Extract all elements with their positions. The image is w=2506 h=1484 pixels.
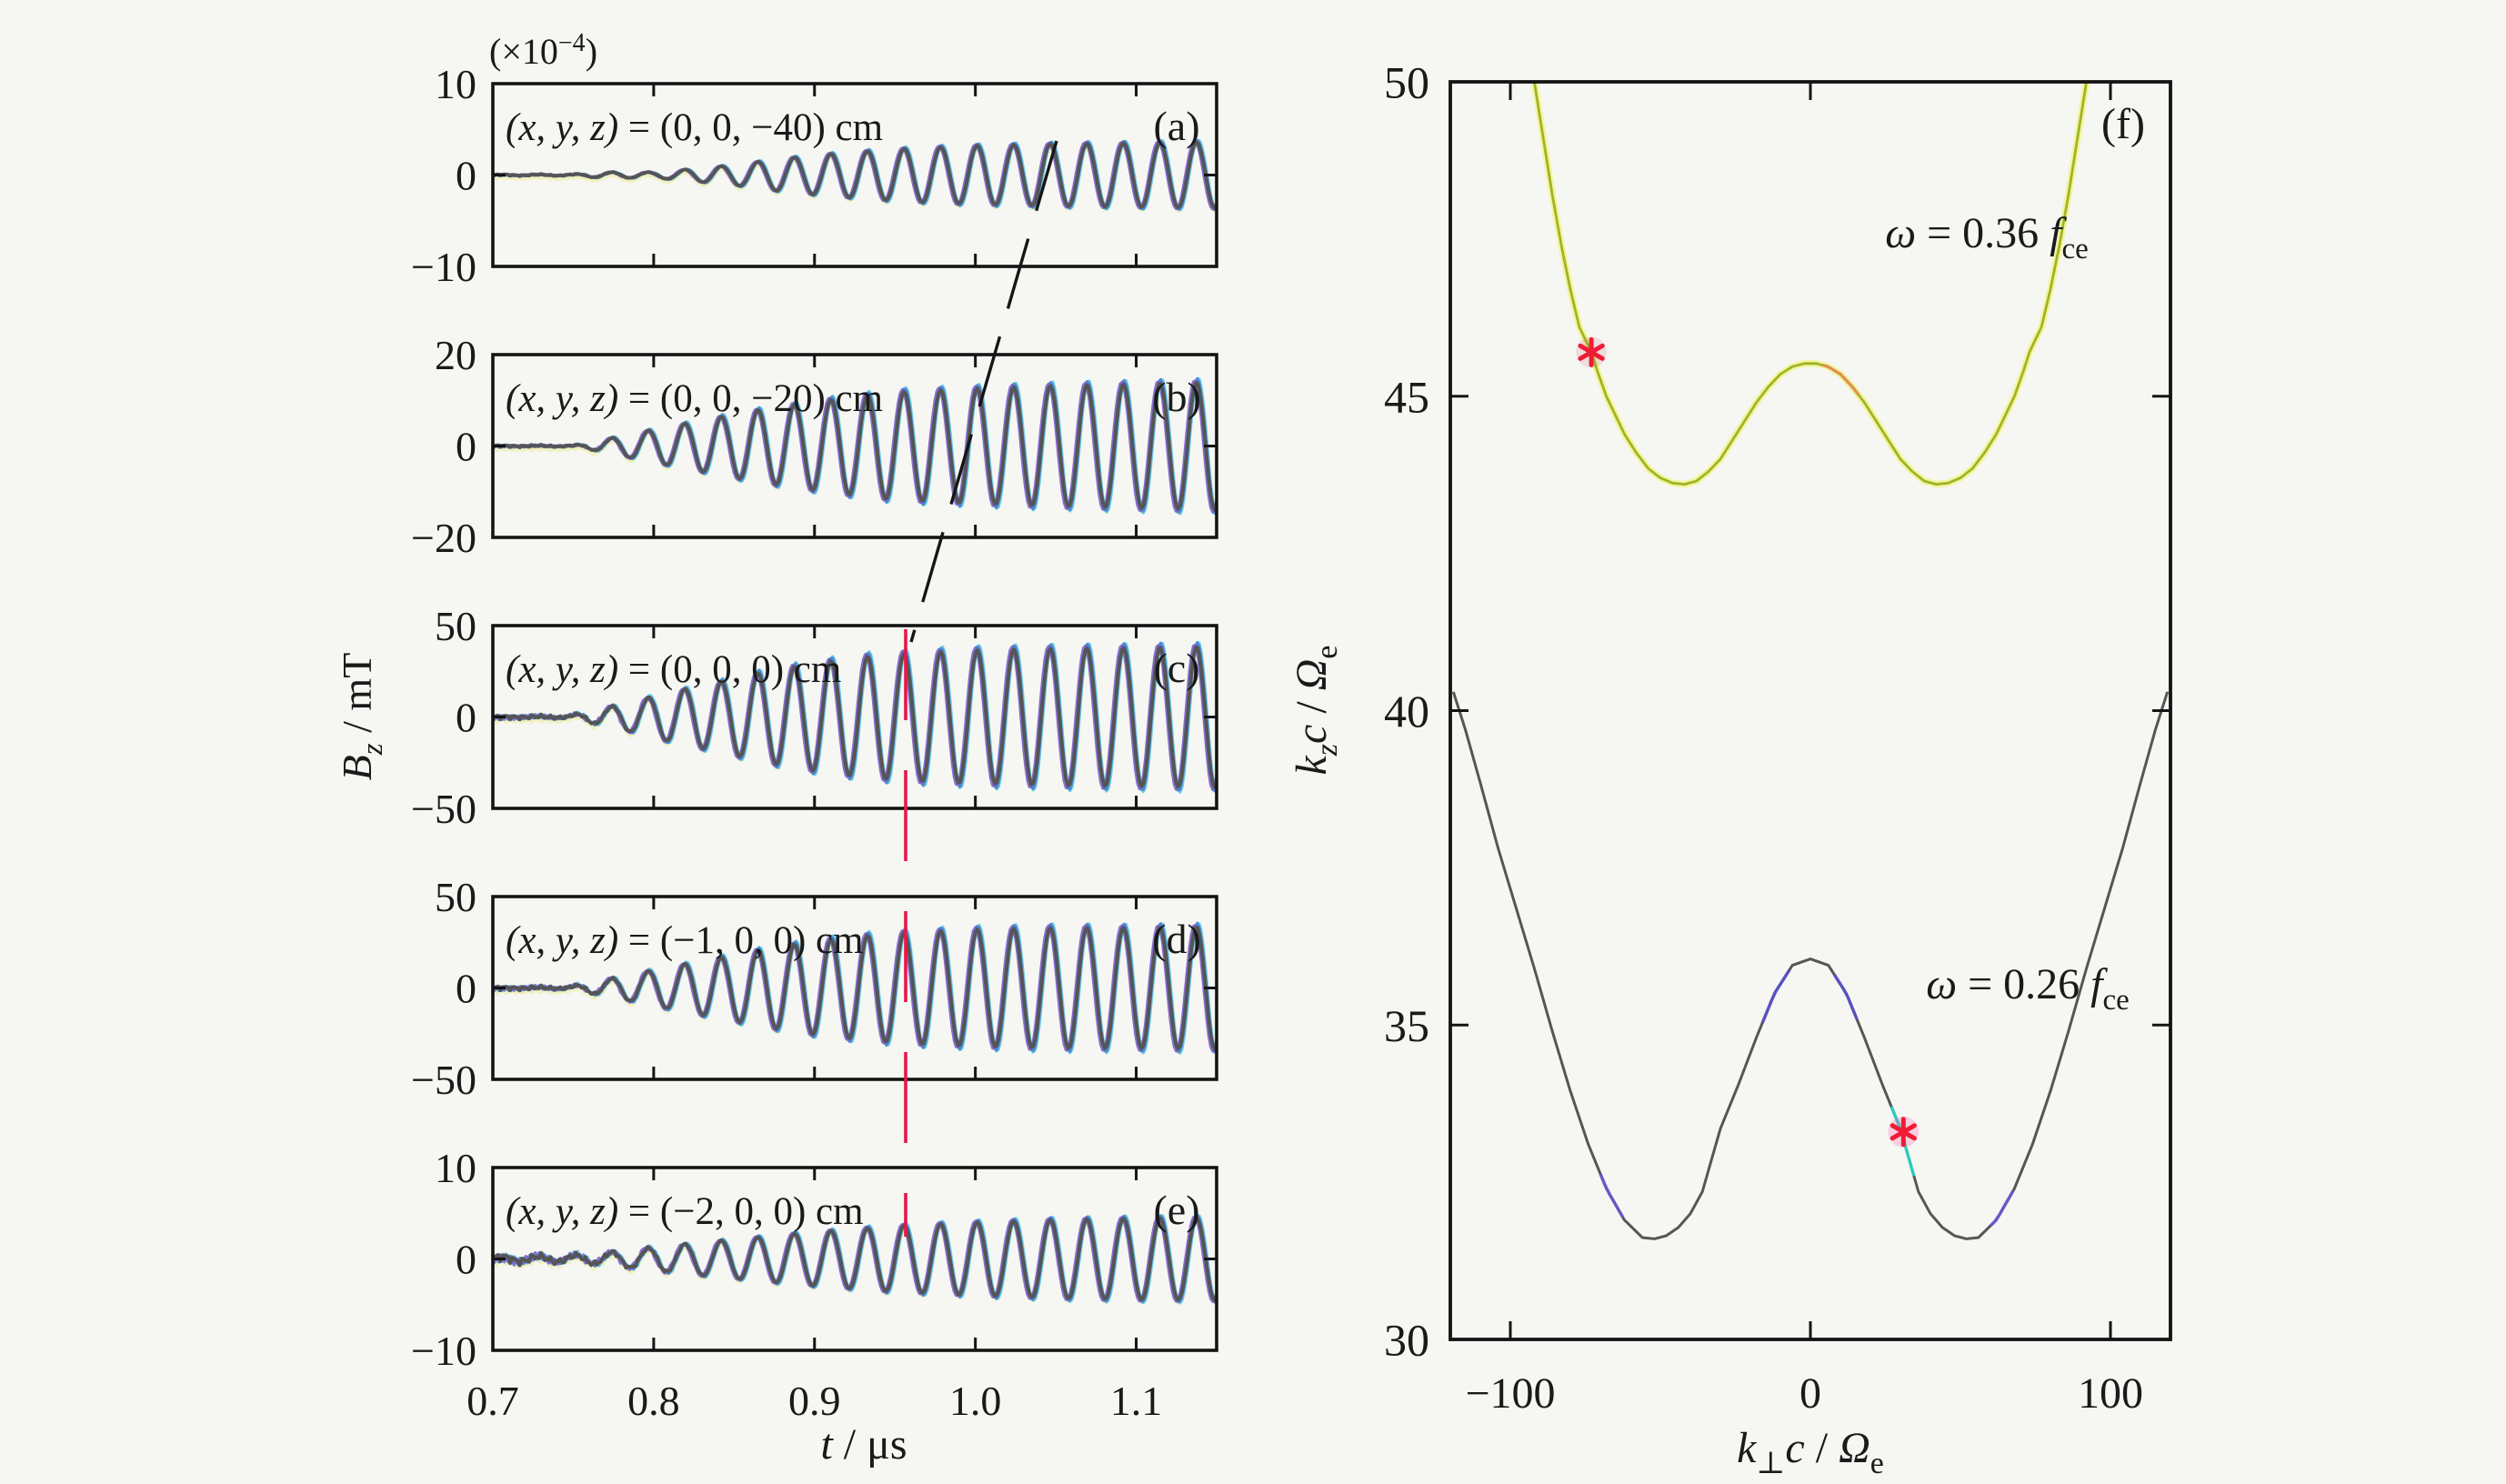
- curve-accent: [1599, 1173, 1625, 1218]
- panel-c-label: (c): [1153, 645, 1199, 691]
- scale-note: (×10−4): [489, 29, 597, 72]
- x-tick-label: 1.0: [949, 1378, 1002, 1424]
- panel-f-frame: [1448, 80, 2172, 1341]
- black-dashed-guide: [909, 140, 1058, 643]
- y-tick-label: 45: [1384, 371, 1429, 422]
- y-tick-label: 0: [456, 966, 476, 1012]
- y-tick-label: 0: [456, 424, 476, 470]
- y-tick-label: 30: [1384, 1315, 1429, 1366]
- y-tick-label: 50: [435, 874, 476, 920]
- waveform-e-trace: [493, 1216, 1217, 1302]
- omega-upper-annotation: ω = 0.36 fce: [1885, 209, 2089, 266]
- x-tick-label: 100: [2078, 1369, 2143, 1418]
- f-y-axis-label: kzc / Ωe: [1288, 645, 1344, 775]
- y-tick-label: 0: [456, 153, 476, 199]
- f-x-axis-label: k⊥c / Ωe: [1737, 1424, 1884, 1481]
- panel-a-annotation: (x, y, z) = (0, 0, −40) cm: [506, 106, 883, 149]
- y-tick-label: 0: [456, 695, 476, 741]
- asterisk-marker: [1578, 343, 1605, 361]
- asterisk-marker: [1890, 1123, 1917, 1141]
- y-tick-label: −20: [411, 515, 476, 561]
- waveform-a-trace: [493, 140, 1217, 210]
- curve-accent: [1989, 1190, 2015, 1228]
- x-tick-label: 0: [1799, 1369, 1821, 1418]
- x-tick-label: 0.9: [788, 1378, 841, 1424]
- dispersion-curve-1: [1451, 691, 2170, 1240]
- waveform-d-trace: [493, 926, 1217, 1051]
- panel-b-label: (b): [1152, 374, 1201, 420]
- panel-c-annotation: (x, y, z) = (0, 0, 0) cm: [506, 648, 841, 691]
- y-tick-label: −10: [411, 1328, 476, 1374]
- y-tick-label: −10: [411, 244, 476, 290]
- curve-accent: [1821, 363, 1860, 396]
- y-tick-label: 40: [1384, 686, 1429, 737]
- x-tick-label: 1.1: [1110, 1378, 1163, 1424]
- y-tick-label: −50: [411, 1057, 476, 1103]
- curve-halo-0: [1530, 82, 2090, 488]
- curve-accent: [1832, 973, 1859, 1020]
- y-tick-label: 0: [456, 1237, 476, 1283]
- y-tick-label: 10: [435, 1145, 476, 1191]
- curve-accent: [1760, 968, 1791, 1024]
- y-tick-label: −50: [411, 786, 476, 832]
- panel-e-label: (e): [1153, 1187, 1199, 1233]
- panel-d-annotation: (x, y, z) = (−1, 0, 0) cm: [506, 919, 864, 962]
- x-tick-label: 0.8: [627, 1378, 680, 1424]
- panel-d-label: (d): [1152, 916, 1201, 962]
- x-tick-label: −100: [1465, 1369, 1555, 1418]
- y-tick-label: 50: [1384, 57, 1429, 108]
- y-tick-label: 10: [435, 61, 476, 107]
- omega-lower-annotation: ω = 0.26 fce: [1926, 960, 2130, 1017]
- waveform-b-trace: [493, 381, 1217, 512]
- y-tick-label: 35: [1384, 1000, 1429, 1051]
- panel-f-label: (f): [2101, 100, 2145, 148]
- left-y-axis-label: Bz / mT: [334, 653, 389, 781]
- panel-b-annotation: (x, y, z) = (0, 0, −20) cm: [506, 377, 883, 420]
- waveform-c-trace: [493, 646, 1217, 789]
- y-tick-label: 50: [435, 603, 476, 649]
- panel-e-annotation: (x, y, z) = (−2, 0, 0) cm: [506, 1190, 864, 1233]
- y-tick-label: 20: [435, 332, 476, 378]
- left-x-axis-label: t / μs: [820, 1420, 907, 1469]
- x-tick-label: 0.7: [466, 1378, 519, 1424]
- dispersion-curve-0: [1533, 82, 2088, 486]
- panel-a-label: (a): [1153, 103, 1199, 149]
